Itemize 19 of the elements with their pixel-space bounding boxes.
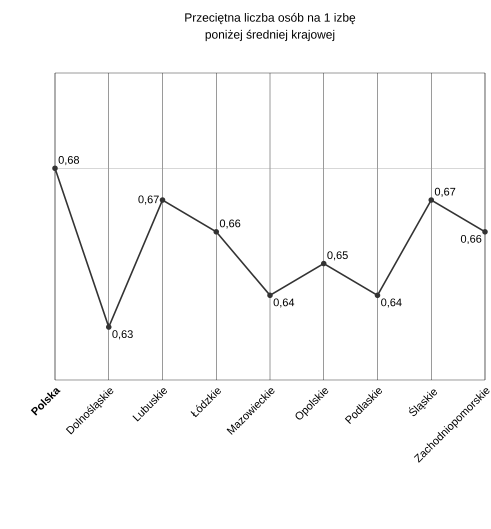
- chart-title: Przeciętna liczba osób na 1 izbę poniżej średniej krajowej: [185, 12, 356, 42]
- point: [213, 229, 220, 235]
- data-label: 0,63: [112, 330, 133, 340]
- point: [160, 197, 166, 203]
- data-label: 0,68: [58, 156, 80, 166]
- point: [320, 260, 327, 266]
- point: [106, 324, 112, 330]
- point: [374, 292, 380, 298]
- point: [267, 292, 273, 298]
- data-label: 0,66: [460, 234, 482, 244]
- point: [52, 165, 58, 172]
- data-label: 0,66: [220, 220, 240, 229]
- point: [482, 229, 488, 235]
- data-label: 0,65: [327, 251, 348, 260]
- data-label: 0,67: [138, 196, 159, 205]
- data-label: 0,67: [434, 188, 456, 197]
- point: [428, 197, 434, 203]
- data-label: 0,64: [381, 298, 402, 308]
- data-label: 0,64: [274, 298, 294, 308]
